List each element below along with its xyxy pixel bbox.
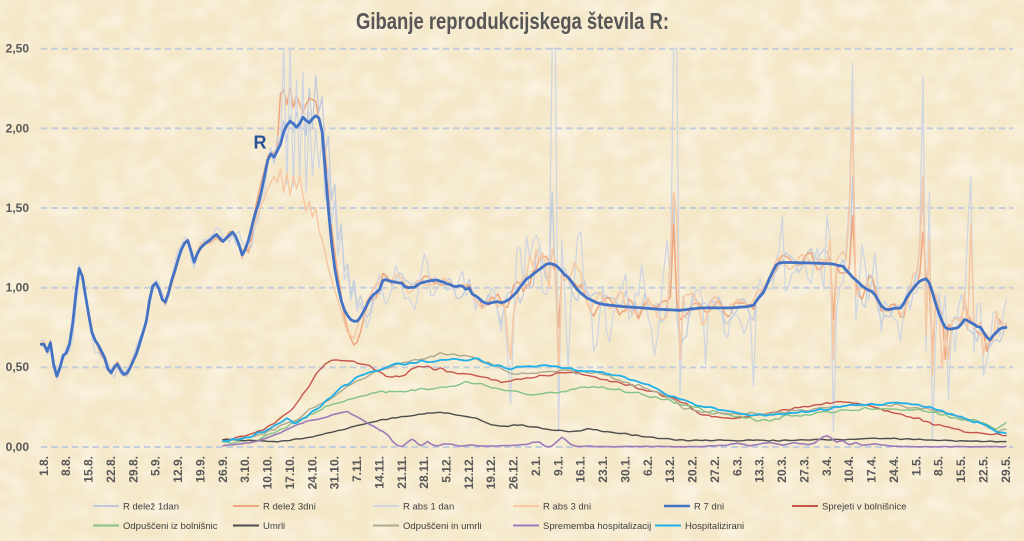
svg-text:7.11.: 7.11.: [350, 456, 364, 482]
svg-text:29.8.: 29.8.: [126, 456, 140, 483]
svg-text:26.12.: 26.12.: [507, 456, 521, 489]
svg-text:29.5.: 29.5.: [999, 456, 1013, 483]
svg-text:31.10.: 31.10.: [328, 456, 342, 489]
svg-text:24.4.: 24.4.: [887, 456, 901, 483]
svg-text:9.1.: 9.1.: [551, 456, 565, 476]
svg-text:16.1.: 16.1.: [574, 456, 588, 483]
svg-text:R abs 1 dan: R abs 1 dan: [403, 502, 454, 513]
svg-text:14.11.: 14.11.: [372, 456, 386, 489]
svg-text:22.8.: 22.8.: [104, 456, 118, 483]
svg-text:24.10.: 24.10.: [305, 456, 319, 489]
svg-text:6.3.: 6.3.: [730, 456, 744, 476]
svg-text:27.3.: 27.3.: [797, 456, 811, 483]
svg-text:Hospitalizirani: Hospitalizirani: [685, 521, 744, 532]
svg-text:0,00: 0,00: [6, 440, 30, 454]
svg-text:17.4.: 17.4.: [865, 456, 879, 483]
svg-text:Gibanje reprodukcijskega števi: Gibanje reprodukcijskega števila R:: [356, 8, 669, 34]
svg-text:1.8.: 1.8.: [37, 456, 51, 476]
svg-text:13.3.: 13.3.: [753, 456, 767, 483]
svg-text:3.4.: 3.4.: [820, 456, 834, 476]
svg-text:3.10.: 3.10.: [238, 456, 252, 483]
svg-text:Sprejeti v bolnišnice: Sprejeti v bolnišnice: [822, 502, 907, 513]
svg-text:15.5.: 15.5.: [954, 456, 968, 483]
svg-text:28.11.: 28.11.: [417, 456, 431, 489]
svg-text:21.11.: 21.11.: [395, 456, 409, 489]
svg-text:8.5.: 8.5.: [932, 456, 946, 476]
svg-text:Sprememba hospitalizacij: Sprememba hospitalizacij: [543, 521, 651, 532]
svg-text:5.9.: 5.9.: [149, 456, 163, 476]
svg-text:19.12.: 19.12.: [484, 456, 498, 489]
svg-text:Odpuščeni iz bolnišnic: Odpuščeni iz bolnišnic: [123, 521, 218, 532]
svg-text:2.1.: 2.1.: [529, 456, 543, 476]
svg-text:15.8.: 15.8.: [82, 456, 96, 483]
svg-text:22.5.: 22.5.: [976, 456, 990, 483]
svg-text:Umrli: Umrli: [263, 521, 285, 532]
svg-text:0,50: 0,50: [6, 360, 30, 374]
svg-text:20.3.: 20.3.: [775, 456, 789, 483]
svg-text:R 7 dni: R 7 dni: [694, 502, 724, 513]
svg-text:27.2.: 27.2.: [708, 456, 722, 483]
svg-text:1,50: 1,50: [6, 201, 30, 215]
svg-text:1.5.: 1.5.: [909, 456, 923, 476]
svg-text:23.1.: 23.1.: [596, 456, 610, 483]
svg-text:R delež 1dan: R delež 1dan: [123, 502, 179, 513]
svg-text:8.8.: 8.8.: [59, 456, 73, 476]
svg-text:12.9.: 12.9.: [171, 456, 185, 483]
svg-text:5.12.: 5.12.: [440, 456, 454, 483]
svg-text:30.1.: 30.1.: [619, 456, 633, 483]
svg-text:13.2.: 13.2.: [663, 456, 677, 483]
svg-text:10.10.: 10.10.: [261, 456, 275, 489]
svg-text:Odpuščeni in umrli: Odpuščeni in umrli: [403, 521, 482, 532]
svg-text:12.12.: 12.12.: [462, 456, 476, 489]
svg-text:6.2.: 6.2.: [641, 456, 655, 476]
svg-text:10.4.: 10.4.: [842, 456, 856, 483]
svg-text:R delež 3dni: R delež 3dni: [263, 502, 316, 513]
svg-text:20.2.: 20.2.: [686, 456, 700, 483]
svg-text:17.10.: 17.10.: [283, 456, 297, 489]
svg-text:2,00: 2,00: [6, 121, 30, 135]
svg-text:R abs 3 dni: R abs 3 dni: [543, 502, 591, 513]
svg-text:R: R: [254, 133, 267, 153]
svg-text:19.9.: 19.9.: [193, 456, 207, 483]
svg-text:2,50: 2,50: [6, 42, 30, 56]
svg-text:1,00: 1,00: [6, 281, 30, 295]
svg-text:26.9.: 26.9.: [216, 456, 230, 483]
